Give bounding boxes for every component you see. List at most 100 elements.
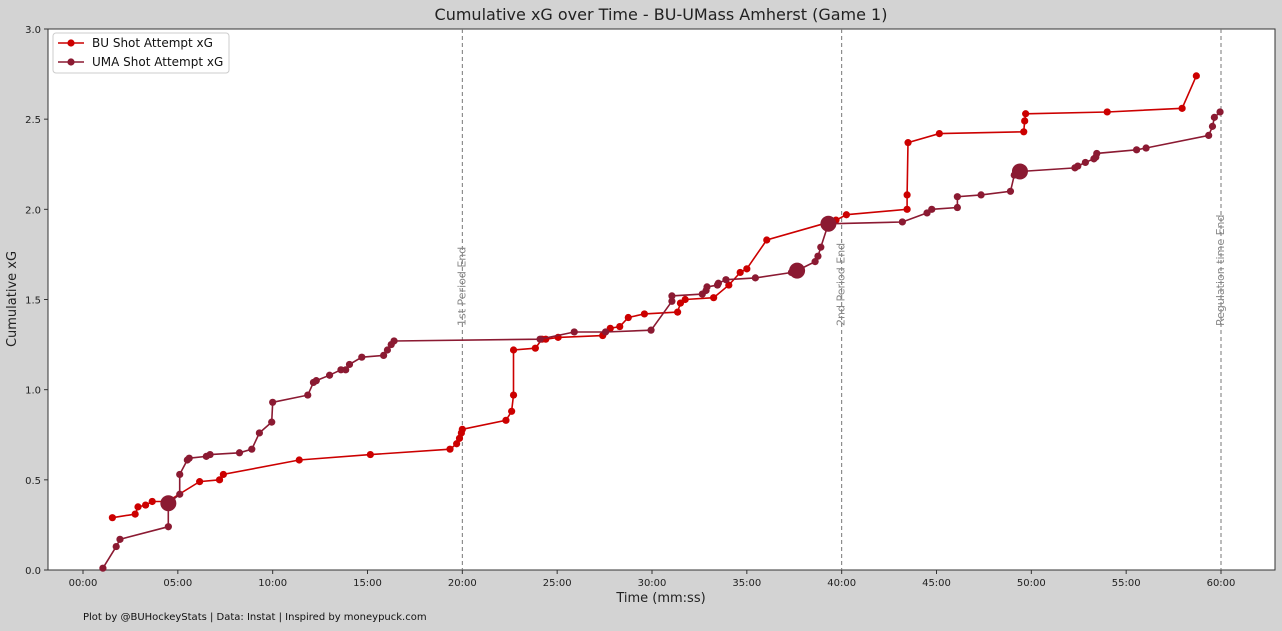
legend-label: BU Shot Attempt xG: [92, 36, 213, 50]
y-tick-label: 2.0: [25, 205, 41, 216]
x-tick-label: 25:00: [543, 578, 572, 589]
data-point: [1208, 122, 1217, 130]
data-point: [953, 203, 961, 212]
data-point: [898, 218, 906, 226]
data-point: [176, 470, 184, 479]
plot-area: [47, 28, 1276, 571]
data-point: [1022, 110, 1030, 118]
data-point: [817, 243, 825, 251]
data-point: [763, 236, 771, 244]
x-tick-label: 30:00: [638, 578, 667, 589]
data-point: [380, 351, 388, 360]
data-point: [131, 510, 139, 518]
axis-ticks: 00:00 05:00 10:00 15:00 20:00 25:00 30:00 35:00…: [25, 25, 1235, 589]
period-annotations: 1st Period End 2nd Period End Regulation t…: [455, 29, 1227, 570]
data-point: [390, 337, 398, 345]
data-point: [112, 542, 120, 551]
data-point: [345, 360, 354, 369]
x-axis-label: Time (mm:ss): [615, 591, 705, 606]
y-tick-label: 0.0: [25, 566, 41, 577]
x-tick-label: 50:00: [1017, 578, 1046, 589]
goal-marker: [820, 215, 837, 232]
data-point: [148, 497, 156, 506]
data-point: [616, 322, 624, 331]
data-point: [312, 377, 320, 385]
data-point: [455, 434, 464, 442]
data-point: [1210, 113, 1218, 121]
x-tick-label: 20:00: [448, 578, 477, 589]
data-point: [1132, 146, 1141, 154]
data-point: [235, 449, 244, 457]
data-point: [176, 490, 184, 498]
data-point: [509, 346, 518, 354]
data-point: [714, 279, 722, 287]
data-point: [1178, 104, 1186, 112]
data-point: [185, 454, 193, 462]
x-tick-label: 10:00: [258, 578, 287, 589]
footer-credit: Plot by @BUHockeyStats | Data: Instat | …: [83, 612, 427, 623]
legend-label: UMA Shot Attempt xG: [92, 55, 223, 69]
data-point: [751, 274, 759, 282]
x-tick-label: 00:00: [69, 578, 98, 589]
data-point: [134, 503, 142, 511]
x-tick-label: 05:00: [163, 578, 192, 589]
data-point: [196, 478, 204, 486]
data-point: [1103, 108, 1111, 116]
data-point: [1074, 162, 1082, 170]
data-point: [536, 335, 544, 343]
data-point: [953, 193, 961, 201]
data-point: [1020, 128, 1028, 136]
x-tick-label: 40:00: [827, 578, 856, 589]
data-point: [116, 535, 124, 543]
data-point: [624, 313, 632, 322]
data-point: [710, 294, 718, 302]
data-point: [1216, 108, 1224, 116]
series-layer: [99, 72, 1224, 572]
data-point: [502, 416, 510, 424]
data-point: [215, 476, 224, 484]
data-point: [458, 425, 466, 433]
data-point: [141, 501, 150, 509]
y-tick-label: 1.0: [25, 386, 41, 397]
goal-marker: [789, 262, 806, 279]
data-point: [668, 297, 676, 305]
data-point: [304, 391, 312, 399]
data-point: [446, 445, 454, 453]
data-point: [509, 391, 518, 399]
x-tick-label: 45:00: [922, 578, 951, 589]
x-tick-label: 60:00: [1207, 578, 1236, 589]
x-tick-label: 55:00: [1112, 578, 1141, 589]
data-point: [668, 292, 676, 300]
data-point: [903, 191, 911, 199]
data-point: [725, 281, 733, 289]
data-point: [601, 328, 610, 336]
data-point: [1142, 144, 1150, 152]
data-point: [342, 366, 350, 374]
data-point: [358, 353, 366, 361]
data-point: [206, 450, 214, 459]
data-point: [383, 346, 392, 354]
data-point: [814, 252, 822, 260]
data-point: [935, 129, 943, 138]
data-point: [255, 429, 263, 437]
data-point: [453, 440, 461, 448]
data-point: [325, 371, 334, 379]
y-tick-label: 1.5: [25, 296, 41, 307]
series-2: [99, 108, 1224, 572]
goal-marker: [1011, 163, 1028, 180]
data-point: [219, 470, 227, 479]
legend: BU Shot Attempt xG UMA Shot Attempt xG: [52, 32, 230, 74]
legend-marker: [67, 58, 75, 66]
y-tick-label: 0.5: [25, 476, 41, 487]
data-point: [842, 211, 851, 219]
period-label: 2nd Period End: [835, 243, 848, 326]
data-point: [903, 205, 911, 213]
period-label: Regulation time End: [1214, 215, 1227, 327]
data-point: [928, 205, 936, 213]
data-point: [977, 191, 985, 199]
data-point: [99, 564, 107, 572]
data-point: [295, 456, 303, 464]
y-tick-label: 2.5: [25, 115, 41, 126]
data-point: [269, 398, 277, 406]
